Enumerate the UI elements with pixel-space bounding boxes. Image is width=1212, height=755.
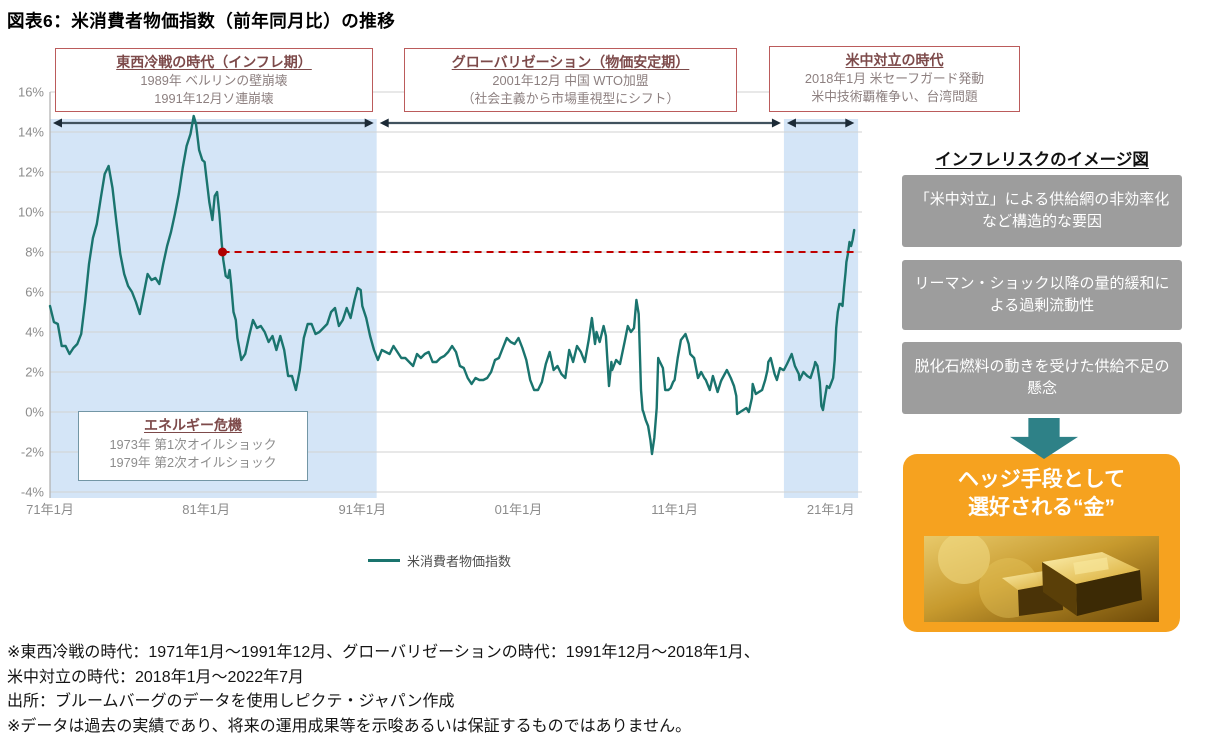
era-box-us-china: 米中対立の時代 2018年1月 米セーフガード発動 米中技術覇権争い、台湾問題 xyxy=(769,46,1020,112)
gold-hedge-box: ヘッジ手段として 選好される“金” xyxy=(903,454,1180,632)
risk-box-fossil-fuel: 脱化石燃料の動きを受けた供給不足の懸念 xyxy=(902,342,1182,414)
svg-text:16%: 16% xyxy=(18,85,44,100)
footnote-line4: ※データは過去の実績であり、将来の運用成果等を示唆あるいは保証するものではありま… xyxy=(7,717,692,735)
svg-text:8%: 8% xyxy=(25,245,44,260)
era-box-globalization-line1: 2001年12月 中国 WTO加盟 xyxy=(492,73,649,89)
sidebar-header: インフレリスクのイメージ図 xyxy=(935,151,1149,169)
era-box-cold-war: 東西冷戦の時代（インフレ期） 1989年 ベルリンの壁崩壊 1991年12月ソ連… xyxy=(55,48,373,112)
era-box-us-china-line2: 米中技術覇権争い、台湾問題 xyxy=(811,89,978,105)
svg-text:81年1月: 81年1月 xyxy=(182,502,230,517)
era-box-cold-war-title: 東西冷戦の時代（インフレ期） xyxy=(116,54,312,70)
svg-text:-4%: -4% xyxy=(21,485,45,500)
svg-text:12%: 12% xyxy=(18,165,44,180)
svg-text:-2%: -2% xyxy=(21,445,45,460)
era-box-cold-war-line1: 1989年 ベルリンの壁崩壊 xyxy=(140,73,288,89)
era-box-globalization-title: グローバリゼーション（物価安定期） xyxy=(451,54,690,70)
era-box-us-china-line1: 2018年1月 米セーフガード発動 xyxy=(804,71,985,87)
era-box-globalization: グローバリゼーション（物価安定期） 2001年12月 中国 WTO加盟 （社会主… xyxy=(404,48,737,112)
svg-text:4%: 4% xyxy=(25,325,44,340)
svg-text:01年1月: 01年1月 xyxy=(495,502,543,517)
era-box-us-china-title: 米中対立の時代 xyxy=(845,52,944,68)
gold-hedge-line2: 選好される“金” xyxy=(968,496,1115,520)
era-box-globalization-line2: （社会主義から市場重視型にシフト） xyxy=(461,91,680,107)
page-title: 図表6：米消費者物価指数（前年同月比）の推移 xyxy=(7,11,396,31)
svg-text:21年1月: 21年1月 xyxy=(807,502,855,517)
footnote-line3: 出所：ブルームバーグのデータを使用しピクテ・ジャパン作成 xyxy=(7,693,455,711)
legend-label: 米消費者物価指数 xyxy=(407,554,512,569)
svg-text:71年1月: 71年1月 xyxy=(26,502,74,517)
svg-text:2%: 2% xyxy=(25,365,44,380)
chart-legend: 米消費者物価指数 xyxy=(368,551,511,570)
footnotes: ※東西冷戦の時代：1971年1月～1991年12月、グローバリゼーションの時代：… xyxy=(7,641,760,739)
gold-bars-photo xyxy=(924,536,1159,622)
risk-box-supply-chain: 「米中対立」による供給網の非効率化など構造的な要因 xyxy=(902,175,1182,247)
legend-line-swatch xyxy=(368,559,400,562)
gold-hedge-line1: ヘッジ手段として xyxy=(957,468,1126,491)
risk-box-liquidity: リーマン・ショック以降の量的緩和による過剰流動性 xyxy=(902,260,1182,330)
svg-text:14%: 14% xyxy=(18,125,44,140)
svg-text:6%: 6% xyxy=(25,285,44,300)
energy-crisis-title: エネルギー危機 xyxy=(144,417,242,433)
svg-text:10%: 10% xyxy=(18,205,44,220)
svg-text:11年1月: 11年1月 xyxy=(651,502,698,517)
energy-crisis-line1: 1973年 第1次オイルショック xyxy=(109,436,277,452)
footnote-line2: 米中対立の時代：2018年1月～2022年7月 xyxy=(7,668,304,686)
energy-crisis-line2: 1979年 第2次オイルショック xyxy=(109,454,277,470)
footnote-line1: ※東西冷戦の時代：1971年1月～1991年12月、グローバリゼーションの時代：… xyxy=(7,644,760,661)
era-box-cold-war-line2: 1991年12月ソ連崩壊 xyxy=(154,91,274,107)
gold-hedge-text: ヘッジ手段として 選好される“金” xyxy=(903,466,1180,523)
energy-crisis-box: エネルギー危機 1973年 第1次オイルショック 1979年 第2次オイルショッ… xyxy=(78,411,308,481)
svg-text:0%: 0% xyxy=(25,405,44,420)
svg-text:91年1月: 91年1月 xyxy=(338,502,386,517)
